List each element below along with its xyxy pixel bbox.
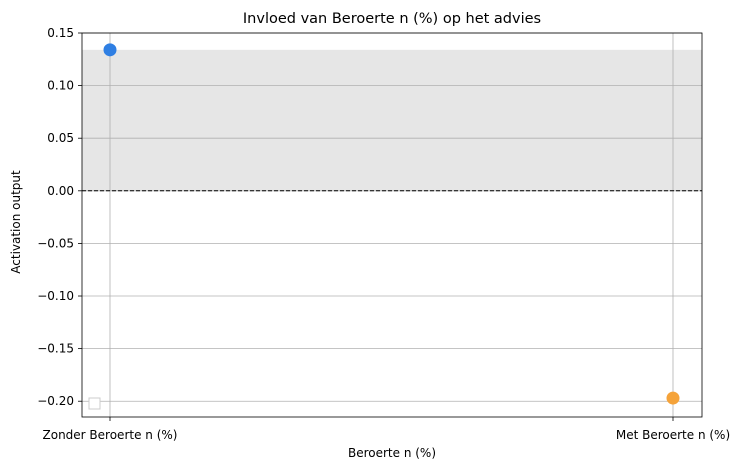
shaded-band bbox=[82, 49, 702, 191]
x-tick-label: Met Beroerte n (%) bbox=[616, 428, 730, 442]
y-tick-label: −0.20 bbox=[37, 394, 74, 408]
data-point bbox=[666, 391, 680, 405]
y-tick-label: 0.00 bbox=[47, 184, 74, 198]
y-tick-label: 0.10 bbox=[47, 79, 74, 93]
y-tick-label: 0.15 bbox=[47, 26, 74, 40]
axes-frame bbox=[81, 32, 703, 418]
plot-area: 0.15 0.10 0.05 0.00 −0.05 −0.10 −0.15 −0.20 Zond… bbox=[37, 26, 730, 442]
y-tick-label: 0.05 bbox=[47, 131, 74, 145]
legend-box bbox=[88, 397, 101, 410]
y-tick-label: −0.15 bbox=[37, 342, 74, 356]
x-tick-label: Zonder Beroerte n (%) bbox=[43, 428, 178, 442]
y-axis-title: Activation output bbox=[9, 170, 23, 274]
data-point bbox=[103, 43, 117, 57]
y-tick-label: −0.05 bbox=[37, 236, 74, 250]
y-tick-label: −0.10 bbox=[37, 289, 74, 303]
chart-title: Invloed van Beroerte n (%) op het advies bbox=[243, 11, 541, 27]
x-axis-title: Beroerte n (%) bbox=[348, 446, 436, 460]
